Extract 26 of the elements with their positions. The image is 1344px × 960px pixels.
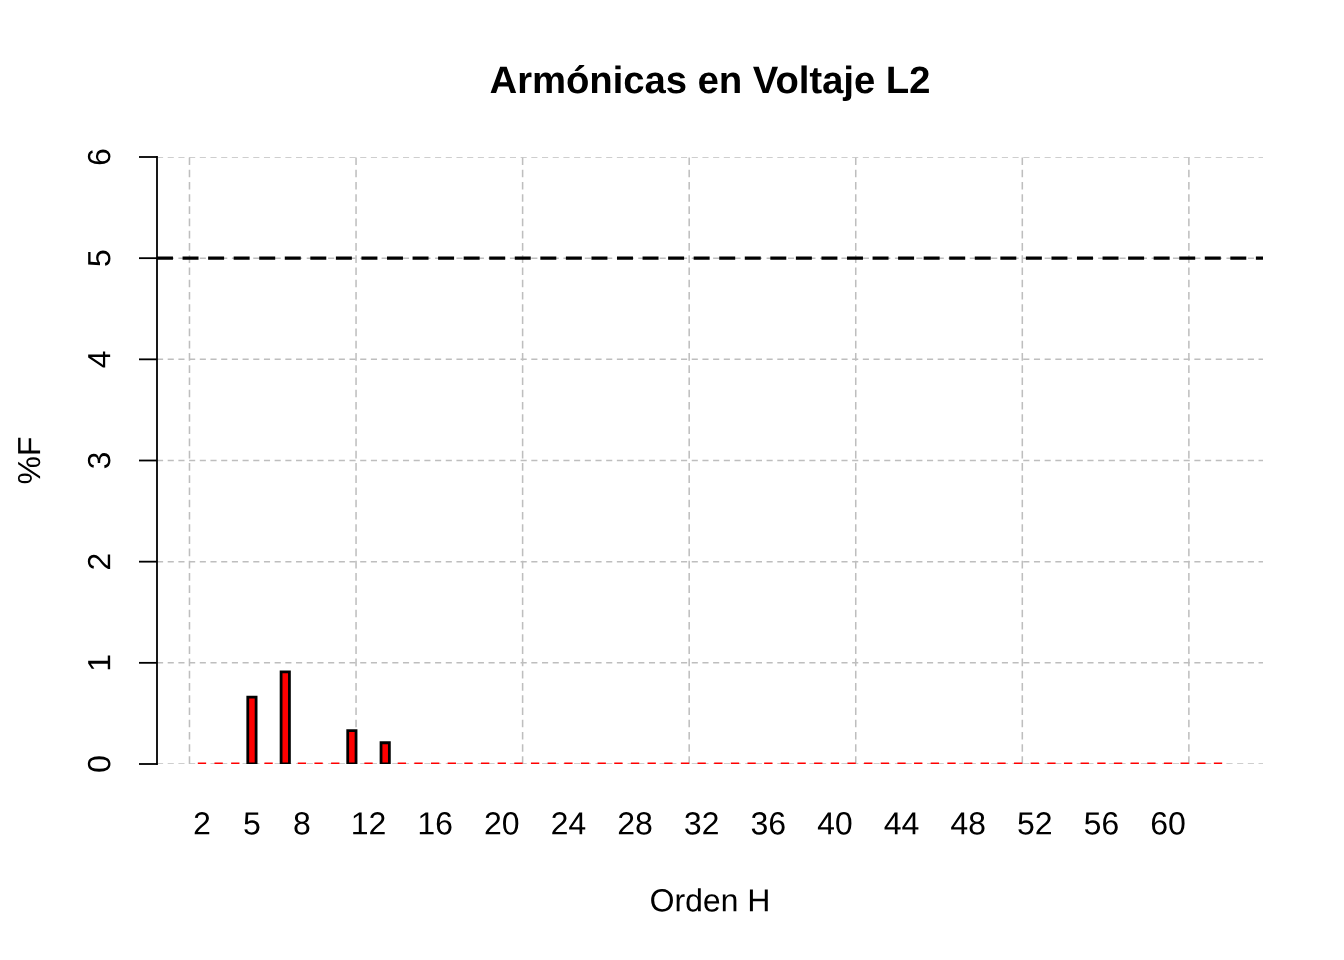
x-tick-label: 2 [194, 812, 210, 835]
y-tick-label: 3 [87, 453, 111, 469]
x-tick-label: 20 [485, 812, 519, 835]
x-tick-label: 5 [244, 812, 260, 835]
x-tick-label: 8 [294, 812, 310, 835]
chart-title: Armónicas en Voltaje L2 [490, 65, 929, 102]
x-tick-label: 56 [1084, 812, 1118, 835]
y-tick-label: 5 [88, 250, 111, 266]
x-tick-label: 52 [1018, 812, 1051, 835]
x-tick-label: 12 [353, 812, 385, 835]
y-tick-label: 2 [87, 554, 111, 569]
x-tick-label: 24 [552, 812, 586, 835]
x-tick-label: 32 [685, 812, 718, 835]
y-tick-label: 1 [88, 655, 111, 670]
y-tick-label: 0 [87, 756, 111, 772]
x-tick-label: 48 [951, 812, 985, 835]
x-tick-label: 60 [1151, 812, 1185, 835]
x-tick-label: 40 [817, 812, 852, 835]
x-tick-label: 28 [618, 812, 652, 835]
y-tick-label: 6 [87, 149, 111, 165]
x-axis-title: Orden H [651, 888, 768, 912]
x-tick-label: 36 [751, 812, 785, 835]
x-tick-label: 16 [419, 812, 452, 835]
x-tick-label: 44 [884, 812, 919, 835]
y-axis-title: %F [17, 437, 41, 484]
y-tick-label: 4 [88, 351, 111, 368]
